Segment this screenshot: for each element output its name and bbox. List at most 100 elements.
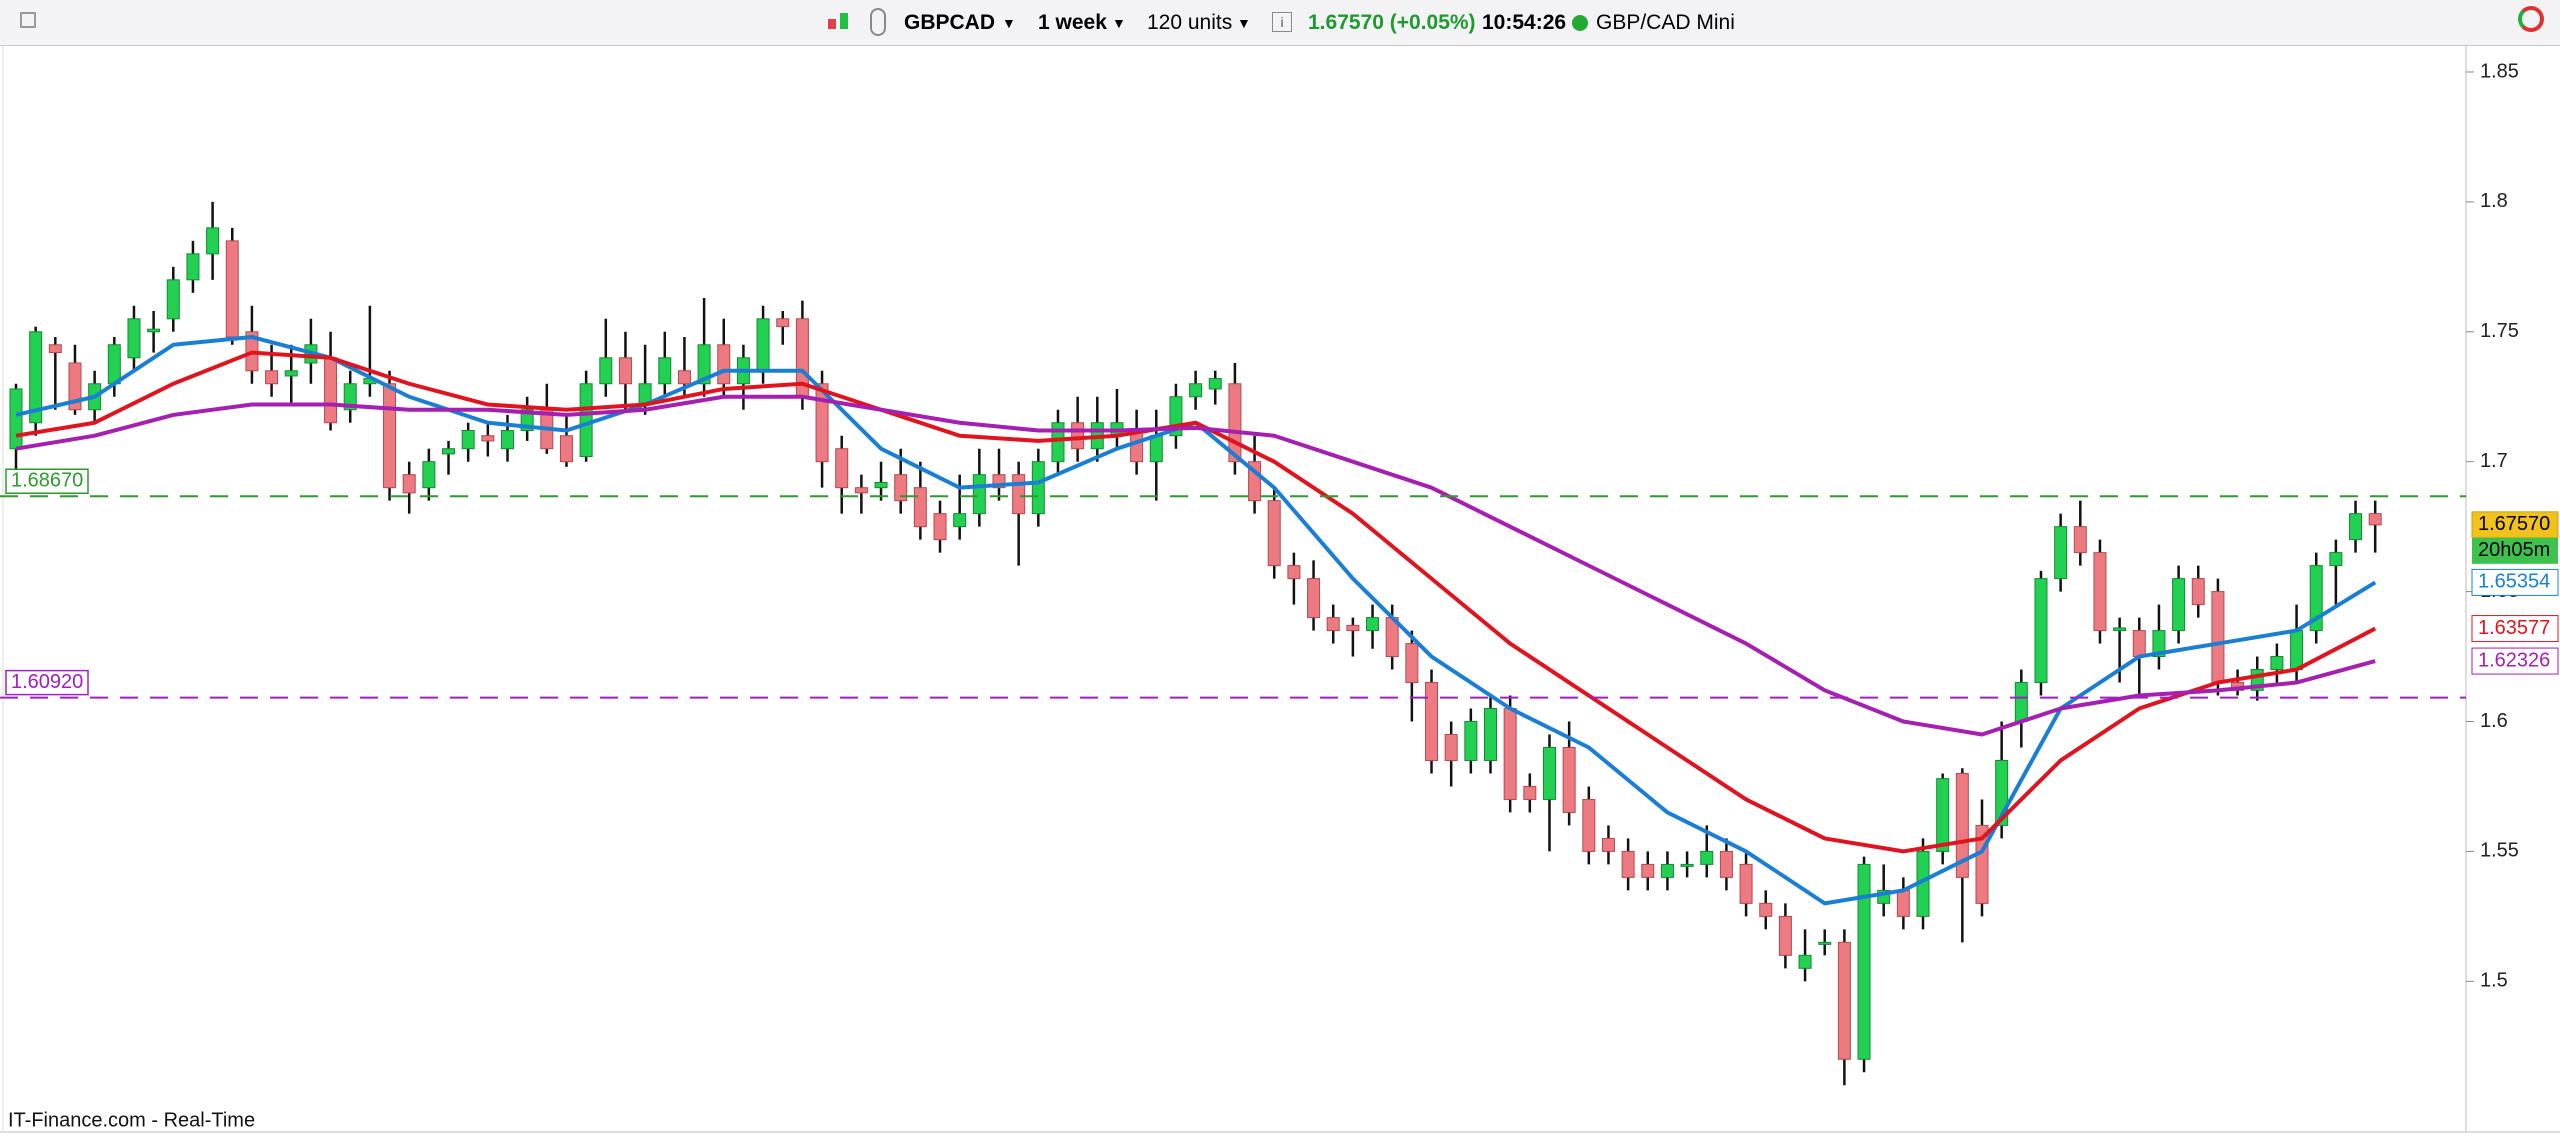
symbol[interactable]: GBPCAD (904, 11, 996, 34)
candle-body (1189, 383, 1203, 398)
dropdown-arrow[interactable]: ▼ (1002, 15, 1016, 31)
candle-body (383, 383, 397, 489)
candle-body (697, 344, 711, 385)
candle-body (913, 487, 927, 528)
candle-body (1130, 430, 1144, 463)
candle-body (1837, 941, 1851, 1060)
candle-body (2211, 591, 2225, 684)
candle-body (658, 357, 672, 385)
candle-body (2270, 656, 2284, 671)
candle-body (186, 253, 200, 281)
candle-body (48, 344, 62, 354)
candle-body (776, 318, 790, 328)
candle-body (1778, 915, 1792, 956)
units[interactable]: 120 units (1147, 11, 1233, 34)
candle-body (1503, 708, 1517, 800)
instrument: GBP/CAD Mini (1596, 11, 1735, 34)
candle-body (618, 357, 632, 385)
candle-body (461, 430, 475, 450)
candle-body (2290, 630, 2304, 671)
refresh-icon[interactable] (2518, 6, 2544, 32)
window-icon[interactable] (20, 12, 36, 28)
candle-body (1955, 772, 1969, 878)
candle-body (2309, 565, 2323, 632)
candle-body (1444, 733, 1458, 761)
candle-body (442, 448, 456, 455)
candle-body (2368, 513, 2382, 526)
status-dot (1572, 15, 1588, 31)
candle-body (972, 474, 986, 515)
time: 10:54:26 (1482, 11, 1567, 34)
candle-body (9, 388, 23, 450)
candle-body (1798, 954, 1812, 969)
candle-body (953, 513, 967, 528)
candle-body (2132, 630, 2146, 658)
candle-body (1719, 850, 1733, 878)
candle-body (166, 279, 180, 320)
dropdown-arrow[interactable]: ▼ (1237, 15, 1251, 31)
candle-body (835, 448, 849, 489)
candle-body (1936, 778, 1950, 852)
candle-body (1267, 500, 1281, 567)
candle-body (1405, 643, 1419, 684)
price-tag (2471, 647, 2559, 675)
quote: 1.67570 (+0.05%) (1308, 11, 1476, 34)
dropdown-arrow[interactable]: ▼ (1112, 15, 1126, 31)
candle-body (225, 240, 239, 338)
y-tick-label: 1.8 (2480, 190, 2508, 212)
candle-body (1700, 850, 1714, 865)
candle-body (1031, 461, 1045, 515)
candle-body (501, 430, 514, 450)
candle-body (599, 357, 613, 385)
countdown: 20h05m (2478, 539, 2550, 561)
candle-body (1562, 746, 1576, 813)
candle-body (2014, 682, 2028, 723)
candle-body (1660, 863, 1674, 878)
candle-body (2329, 552, 2343, 567)
candle-body (1366, 617, 1380, 632)
candle-body (1346, 624, 1360, 632)
candle-body (107, 344, 121, 385)
candle-body (2093, 552, 2107, 632)
candle-body (2054, 526, 2068, 580)
candle-body (756, 318, 770, 372)
level-label: 1.68670 (11, 470, 83, 492)
chart-type-icon[interactable] (826, 10, 854, 36)
y-tick-label: 1.5 (2480, 970, 2508, 992)
candle-body (559, 435, 573, 463)
candle-body (481, 435, 495, 442)
candle-body (579, 383, 593, 457)
candle-body (68, 362, 82, 411)
moving-average (15, 394, 2376, 737)
price-tag (2471, 568, 2559, 596)
candle-body (1601, 837, 1615, 852)
countdown-box (2472, 537, 2558, 564)
price-tag-label: 1.65354 (2478, 571, 2550, 593)
candle-body (2113, 627, 2127, 632)
candle-body (127, 318, 141, 359)
candle-body (677, 370, 691, 385)
price-tag (2471, 615, 2559, 643)
y-tick-label: 1.85 (2480, 60, 2519, 82)
candle-body (2034, 578, 2048, 684)
price-tag-label: 1.63577 (2478, 617, 2550, 639)
candle-body (1523, 785, 1537, 800)
interval[interactable]: 1 week (1038, 11, 1107, 34)
candle-body (2191, 578, 2205, 606)
candle-body (402, 474, 416, 494)
candle-body (343, 383, 357, 411)
level-label: 1.60920 (11, 671, 83, 693)
candle-body (1857, 863, 1871, 1060)
candle-body (854, 487, 868, 494)
candle-body (2073, 526, 2087, 554)
candle-body (1425, 682, 1439, 761)
candle-body (874, 481, 888, 489)
candle-body (815, 383, 829, 463)
settings-icon[interactable] (870, 8, 886, 36)
candle-body (147, 328, 161, 333)
info-icon[interactable]: i (1272, 12, 1292, 32)
level-label-box (5, 669, 89, 696)
candle-body (1484, 708, 1497, 761)
